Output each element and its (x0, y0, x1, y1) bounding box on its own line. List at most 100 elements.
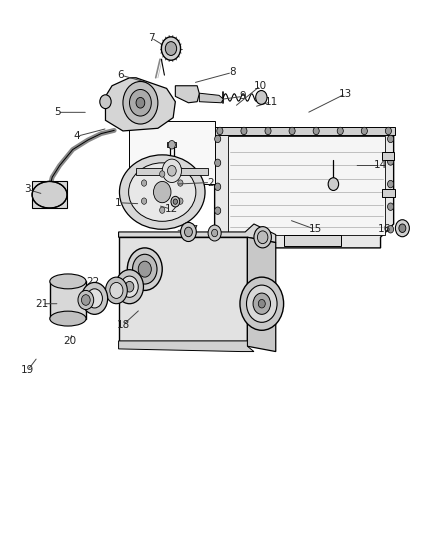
Circle shape (123, 82, 158, 124)
Circle shape (110, 282, 123, 298)
Circle shape (258, 300, 265, 308)
Circle shape (240, 277, 284, 330)
Circle shape (159, 207, 165, 213)
Circle shape (385, 127, 392, 135)
Circle shape (254, 227, 272, 248)
Text: 18: 18 (117, 320, 130, 330)
Circle shape (241, 127, 247, 135)
Polygon shape (382, 189, 395, 197)
Polygon shape (136, 168, 208, 174)
Text: 17: 17 (186, 225, 199, 236)
Circle shape (153, 181, 171, 203)
Circle shape (159, 171, 165, 177)
Circle shape (136, 98, 145, 108)
Ellipse shape (50, 274, 86, 289)
Circle shape (399, 224, 406, 232)
Polygon shape (214, 127, 395, 135)
Circle shape (125, 281, 134, 292)
Ellipse shape (120, 155, 205, 229)
Polygon shape (119, 341, 254, 352)
Text: 14: 14 (374, 160, 387, 171)
Circle shape (161, 37, 180, 60)
Circle shape (215, 231, 221, 238)
Circle shape (258, 231, 268, 244)
Circle shape (313, 127, 319, 135)
Circle shape (127, 248, 162, 290)
Circle shape (361, 127, 367, 135)
Text: 8: 8 (229, 68, 235, 77)
Ellipse shape (32, 181, 67, 208)
Text: 15: 15 (308, 224, 321, 235)
Circle shape (328, 177, 339, 190)
Text: 10: 10 (254, 81, 267, 91)
Ellipse shape (129, 163, 196, 221)
Circle shape (289, 127, 295, 135)
Circle shape (165, 42, 177, 55)
Text: 4: 4 (74, 131, 81, 141)
Polygon shape (175, 86, 199, 103)
Circle shape (265, 127, 271, 135)
Circle shape (167, 165, 176, 176)
Circle shape (106, 277, 127, 304)
Polygon shape (119, 237, 247, 341)
Circle shape (388, 158, 394, 165)
Circle shape (337, 127, 343, 135)
Circle shape (217, 127, 223, 135)
Text: 12: 12 (164, 204, 177, 214)
Text: 11: 11 (265, 96, 278, 107)
Circle shape (388, 135, 394, 143)
Circle shape (121, 276, 138, 297)
Text: 3: 3 (25, 184, 31, 195)
Text: 7: 7 (148, 33, 155, 43)
Text: 5: 5 (54, 107, 61, 117)
Circle shape (130, 90, 151, 116)
Circle shape (215, 207, 221, 214)
Ellipse shape (50, 311, 86, 326)
Text: 1: 1 (115, 198, 122, 208)
Bar (130, 121, 215, 183)
Circle shape (184, 227, 192, 237)
Circle shape (78, 290, 94, 310)
Circle shape (215, 183, 221, 190)
Circle shape (388, 180, 394, 188)
Circle shape (388, 203, 394, 211)
Circle shape (208, 225, 221, 241)
Circle shape (215, 135, 221, 143)
Text: 6: 6 (117, 70, 124, 80)
Circle shape (171, 196, 180, 207)
Circle shape (215, 159, 221, 166)
Circle shape (81, 295, 90, 305)
Circle shape (87, 289, 102, 308)
Circle shape (180, 222, 196, 241)
Polygon shape (199, 93, 223, 103)
Circle shape (138, 261, 151, 277)
Text: 22: 22 (86, 278, 99, 287)
Circle shape (178, 180, 183, 186)
Polygon shape (285, 235, 341, 246)
Text: 16: 16 (378, 224, 391, 235)
Polygon shape (228, 136, 385, 235)
Circle shape (396, 220, 410, 237)
Circle shape (116, 270, 144, 304)
Polygon shape (215, 128, 394, 248)
Circle shape (253, 293, 271, 314)
Circle shape (141, 180, 147, 186)
Text: 19: 19 (21, 365, 35, 375)
Polygon shape (49, 281, 86, 319)
Text: 20: 20 (63, 336, 76, 346)
Polygon shape (32, 181, 67, 208)
Circle shape (141, 198, 147, 204)
Circle shape (178, 198, 183, 204)
Circle shape (256, 91, 267, 104)
Polygon shape (382, 152, 394, 160)
Text: 2: 2 (207, 177, 214, 188)
Circle shape (212, 229, 218, 237)
Bar (167, 142, 176, 148)
Text: 21: 21 (35, 298, 49, 309)
Polygon shape (106, 78, 175, 131)
Circle shape (162, 159, 181, 182)
Circle shape (133, 254, 157, 284)
Text: 9: 9 (240, 91, 246, 101)
Circle shape (173, 199, 177, 204)
Circle shape (168, 141, 175, 149)
